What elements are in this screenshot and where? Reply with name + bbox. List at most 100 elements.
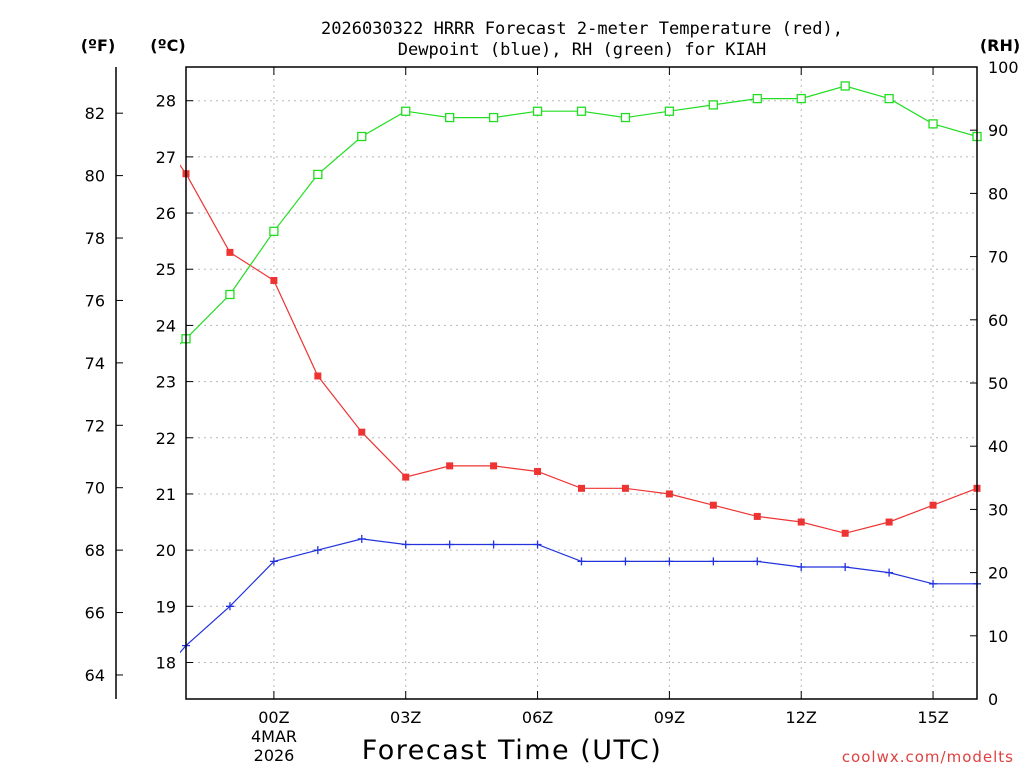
fahrenheit-tick-label: 76 — [85, 291, 105, 310]
rh-point — [620, 112, 631, 123]
date-label-year: 2026 — [254, 746, 295, 765]
temperature-point — [753, 512, 761, 520]
rh-point — [313, 169, 323, 180]
series-layer — [180, 81, 982, 654]
dewpoint-point — [885, 568, 894, 577]
series-line-dewpoint — [180, 538, 977, 654]
dewpoint-point — [753, 557, 762, 566]
x-tick-label: 00Z — [258, 708, 289, 727]
rh-point — [225, 289, 235, 300]
rh-tick-label: 30 — [988, 500, 1008, 519]
celsius-tick-label: 28 — [156, 92, 176, 111]
x-tick-label: 06Z — [522, 708, 553, 727]
fahrenheit-tick-label: 70 — [85, 479, 105, 498]
fahrenheit-tick-label: 74 — [85, 354, 105, 373]
temperature-point — [446, 462, 454, 470]
rh-point — [488, 112, 499, 123]
chart-title-line1: 2026030322 HRRR Forecast 2-meter Tempera… — [321, 19, 843, 39]
rh-point — [576, 106, 587, 116]
celsius-unit-label: (ºC) — [150, 36, 185, 55]
chart-title-line2: Dewpoint (blue), RH (green) for KIAH — [398, 40, 766, 60]
fahrenheit-tick-label: 72 — [85, 416, 105, 435]
dewpoint-point — [489, 540, 498, 549]
dewpoint-point — [357, 534, 366, 543]
celsius-tick-label: 26 — [156, 204, 176, 223]
temperature-point — [226, 248, 234, 256]
rh-tick-label: 20 — [988, 564, 1008, 583]
x-axis-label: Forecast Time (UTC) — [362, 735, 663, 766]
rh-point — [269, 226, 279, 236]
rh-tick-label: 60 — [988, 311, 1008, 330]
celsius-tick-label: 22 — [156, 429, 176, 448]
temperature-point — [358, 428, 366, 436]
rh-tick-label: 100 — [988, 58, 1019, 77]
series-line-temperature — [180, 164, 978, 534]
temperature-point — [841, 529, 849, 537]
dewpoint-point — [533, 540, 542, 549]
rh-point — [840, 81, 850, 91]
watermark: coolwx.com/modelts — [842, 748, 1014, 766]
dewpoint-point — [401, 540, 410, 549]
celsius-tick-label: 25 — [156, 260, 176, 279]
dewpoint-point — [445, 540, 454, 549]
series-dewpoint — [180, 534, 981, 654]
series-temperature — [180, 164, 981, 537]
dewpoint-point — [841, 562, 850, 571]
dewpoint-point — [269, 557, 278, 566]
fahrenheit-tick-label: 64 — [85, 666, 105, 685]
dewpoint-point — [577, 557, 586, 566]
x-tick-label: 03Z — [390, 708, 421, 727]
dewpoint-point — [313, 546, 322, 555]
temperature-point — [885, 518, 893, 526]
fahrenheit-tick-label: 78 — [85, 229, 105, 248]
rh-tick-label: 90 — [988, 121, 1008, 140]
rh-tick-label: 0 — [988, 690, 998, 709]
celsius-tick-label: 23 — [156, 373, 176, 392]
axes-layer: 00Z 03Z 06Z 09Z 12Z 15Z 18 19 20 21 22 23 24 25 26 27 28… — [85, 58, 1019, 727]
dewpoint-point — [225, 602, 234, 611]
celsius-tick-label: 19 — [156, 597, 176, 616]
temperature-point — [490, 462, 498, 470]
rh-point — [532, 106, 543, 116]
temperature-point — [270, 276, 278, 284]
plot-frame — [185, 66, 978, 700]
series-line-rh — [180, 85, 978, 345]
rh-point — [401, 106, 411, 116]
temperature-point — [534, 467, 542, 475]
rh-point — [928, 119, 938, 129]
rh-tick-label: 70 — [988, 248, 1008, 267]
rh-tick-label: 50 — [988, 374, 1008, 393]
dewpoint-point — [621, 557, 630, 566]
celsius-tick-label: 21 — [156, 485, 176, 504]
series-rh — [180, 81, 982, 345]
fahrenheit-tick-label: 80 — [85, 167, 105, 186]
celsius-tick-label: 27 — [156, 148, 176, 167]
dewpoint-point — [797, 562, 806, 571]
rh-point — [796, 93, 806, 104]
temperature-point — [665, 490, 673, 498]
grid-lines — [186, 67, 977, 699]
temperature-point — [578, 484, 585, 492]
temperature-point — [314, 372, 322, 380]
temperature-point — [797, 518, 805, 526]
x-tick-label: 09Z — [654, 708, 685, 727]
temperature-point — [402, 473, 410, 481]
rh-tick-label: 40 — [988, 437, 1008, 456]
temperature-point — [709, 501, 717, 509]
temperature-point — [929, 501, 937, 509]
fahrenheit-tick-label: 82 — [85, 104, 105, 123]
temperature-point — [621, 484, 629, 492]
rh-point — [664, 106, 675, 116]
fahrenheit-tick-label: 68 — [85, 541, 105, 560]
celsius-tick-label: 18 — [156, 653, 176, 672]
rh-tick-label: 10 — [988, 627, 1008, 646]
celsius-tick-label: 24 — [156, 316, 176, 335]
rh-point — [445, 112, 455, 123]
rh-point — [752, 93, 762, 104]
x-tick-label: 12Z — [786, 708, 817, 727]
dewpoint-point — [929, 579, 938, 588]
rh-point — [884, 93, 894, 104]
rh-tick-label: 80 — [988, 184, 1008, 203]
fahrenheit-unit-label: (ºF) — [81, 36, 116, 55]
